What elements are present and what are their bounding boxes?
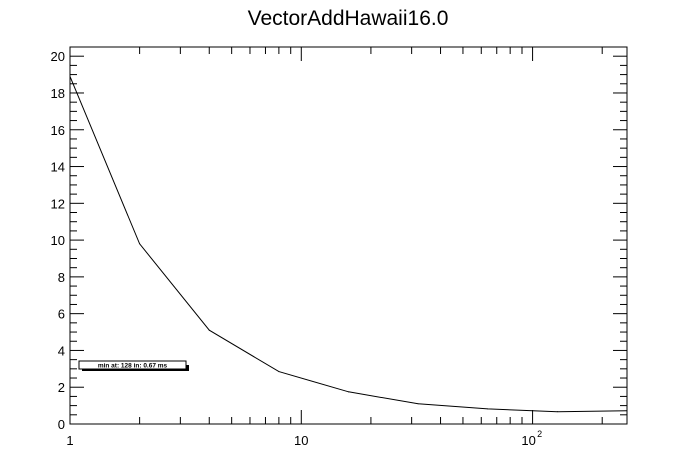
x-tick-exponent: 2 <box>537 429 542 439</box>
y-tick-label: 0 <box>58 417 65 432</box>
data-point <box>208 329 210 331</box>
x-tick-label: 1 <box>66 433 73 448</box>
series-layer <box>69 75 628 413</box>
x-tick-label: 10 <box>521 433 535 448</box>
chart-title: VectorAddHawaii16.0 <box>248 7 449 30</box>
annotation-box: min at: 128 in: 0.67 ms <box>78 360 189 371</box>
y-tick-label: 12 <box>51 196 65 211</box>
y-tick-label: 14 <box>51 160 65 175</box>
y-tick-label: 2 <box>58 380 65 395</box>
data-point <box>69 75 71 77</box>
y-tick-label: 20 <box>51 49 65 64</box>
data-point <box>278 371 280 373</box>
data-point <box>417 403 419 405</box>
y-axis: 0 2 4 6 8 10 12 14 16 18 20 <box>51 46 627 432</box>
data-point <box>348 391 349 393</box>
x-axis: 1 10 10 2 <box>66 47 603 448</box>
annotation-frame <box>78 360 187 370</box>
y-tick-label: 18 <box>51 86 65 101</box>
y-tick-label: 8 <box>58 270 65 285</box>
plot-frame <box>69 46 628 425</box>
y-tick-label: 16 <box>51 123 65 138</box>
y-tick-label: 10 <box>51 233 65 248</box>
x-tick-label: 10 <box>294 433 308 448</box>
data-point <box>626 410 628 412</box>
data-point <box>139 243 141 245</box>
data-point <box>556 411 558 413</box>
y-tick-label: 6 <box>58 307 65 322</box>
annotation-text: min at: 128 in: 0.67 ms <box>98 363 168 370</box>
y-tick-label: 4 <box>58 343 65 358</box>
data-point <box>487 408 489 410</box>
